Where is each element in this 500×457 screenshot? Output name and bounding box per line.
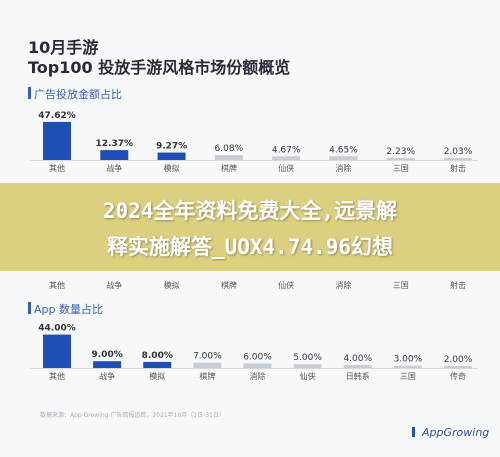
category-label: 三国 (393, 164, 409, 173)
category-label: 消除 (250, 371, 266, 381)
bar-6 (329, 156, 358, 160)
bar-9 (444, 366, 472, 368)
logo-text: AppGrowing (422, 426, 490, 439)
category-label: 模拟 (149, 371, 165, 381)
category-label: 其他 (49, 280, 65, 290)
bar-value-label: 2.00% (444, 355, 473, 365)
bar-value-label: 5.00% (293, 353, 322, 363)
category-label: 日韩系 (346, 371, 370, 381)
category-label: 消除 (335, 280, 351, 290)
bar-value-label: 12.37% (96, 139, 134, 149)
ad-spend-category-axis-repeat: 其他 战争 模拟 棋牌 仙侠 消除 三国 射击 (49, 280, 466, 290)
category-label: 棋牌 (221, 163, 237, 173)
category-label: 战争 (99, 371, 115, 381)
bar-value-label: 8.00% (142, 351, 173, 361)
bar-value-label: 7.00% (193, 352, 222, 362)
bar-7 (386, 158, 415, 160)
bar-value-label: 44.00% (38, 324, 76, 334)
bar-1 (43, 121, 71, 160)
banner-text-line1: 2024全年资料免费大全,远景解 (102, 199, 398, 223)
bar-8 (393, 365, 422, 368)
category-label: 仙侠 (300, 371, 316, 381)
category-label: 仙侠 (278, 163, 294, 173)
bar-value-label: 9.00% (92, 350, 123, 360)
category-label: 消除 (335, 163, 351, 173)
logo-icon (412, 427, 420, 437)
category-label: 射击 (450, 280, 466, 290)
ad-spend-bar-chart: 47.62% 其他 12.37% 战争 9.27% 模拟 6.08% 棋牌 4.67% 仙侠 4.6… (30, 111, 478, 173)
category-label: 三国 (393, 281, 409, 290)
category-label: 战争 (106, 163, 122, 173)
category-label: 战争 (106, 280, 122, 290)
app-count-bar-chart: 44.00% 其他 9.00% 战争 8.00% 模拟 7.00% 棋牌 6.00% 消除 5.00… (30, 324, 478, 381)
footer-source-note: 数据来源：App Growing 广告情报追踪，2021年10月（1日-31日） (40, 412, 225, 419)
bar-value-label: 3.00% (394, 355, 423, 365)
bar-6 (293, 364, 322, 368)
category-label: 其他 (49, 371, 65, 381)
category-label: 模拟 (164, 163, 180, 173)
bar-5 (243, 363, 272, 368)
category-label: 三国 (400, 372, 416, 381)
bar-value-label: 6.00% (243, 352, 272, 362)
category-label: 射击 (450, 163, 466, 173)
bar-value-label: 2.23% (386, 147, 415, 157)
bar-5 (272, 156, 301, 160)
section-marker (28, 87, 31, 99)
bar-4 (214, 155, 243, 160)
report-title: Top100 投放手游风格市场份额概览 (28, 58, 291, 77)
bar-2 (100, 150, 129, 160)
category-label: 其他 (49, 163, 65, 173)
bar-3 (143, 361, 172, 368)
category-label: 棋牌 (199, 371, 215, 381)
bar-value-label: 4.67% (272, 145, 301, 155)
bar-value-label: 6.08% (215, 144, 244, 154)
bar-8 (444, 158, 472, 160)
bar-2 (93, 361, 122, 368)
bar-value-label: 4.00% (343, 354, 372, 364)
category-label: 仙侠 (278, 280, 294, 290)
report-title-month: 10月手游 (28, 38, 99, 57)
section-title-ad-spend: 广告投放金额占比 (34, 88, 122, 101)
bar-3 (157, 152, 186, 160)
category-label: 模拟 (164, 280, 180, 290)
bar-7 (343, 364, 372, 368)
section-marker (28, 302, 31, 314)
section-title-app-count: App 数量占比 (34, 303, 103, 316)
bar-value-label: 47.62% (38, 111, 76, 121)
brand-logo: AppGrowing (412, 426, 489, 439)
category-label: 棋牌 (221, 280, 237, 290)
bar-value-label: 2.03% (444, 147, 473, 157)
bar-1 (43, 334, 71, 368)
watermark-banner: 2024全年资料免费大全,远景解 释实施解答_UOX4.74.96幻想 (0, 183, 500, 271)
bar-value-label: 4.65% (329, 145, 358, 155)
bar-value-label: 9.27% (156, 142, 187, 152)
banner-text-line2: 释实施解答_UOX4.74.96幻想 (106, 235, 394, 259)
bar-4 (193, 362, 222, 368)
category-label: 传奇 (450, 371, 466, 381)
